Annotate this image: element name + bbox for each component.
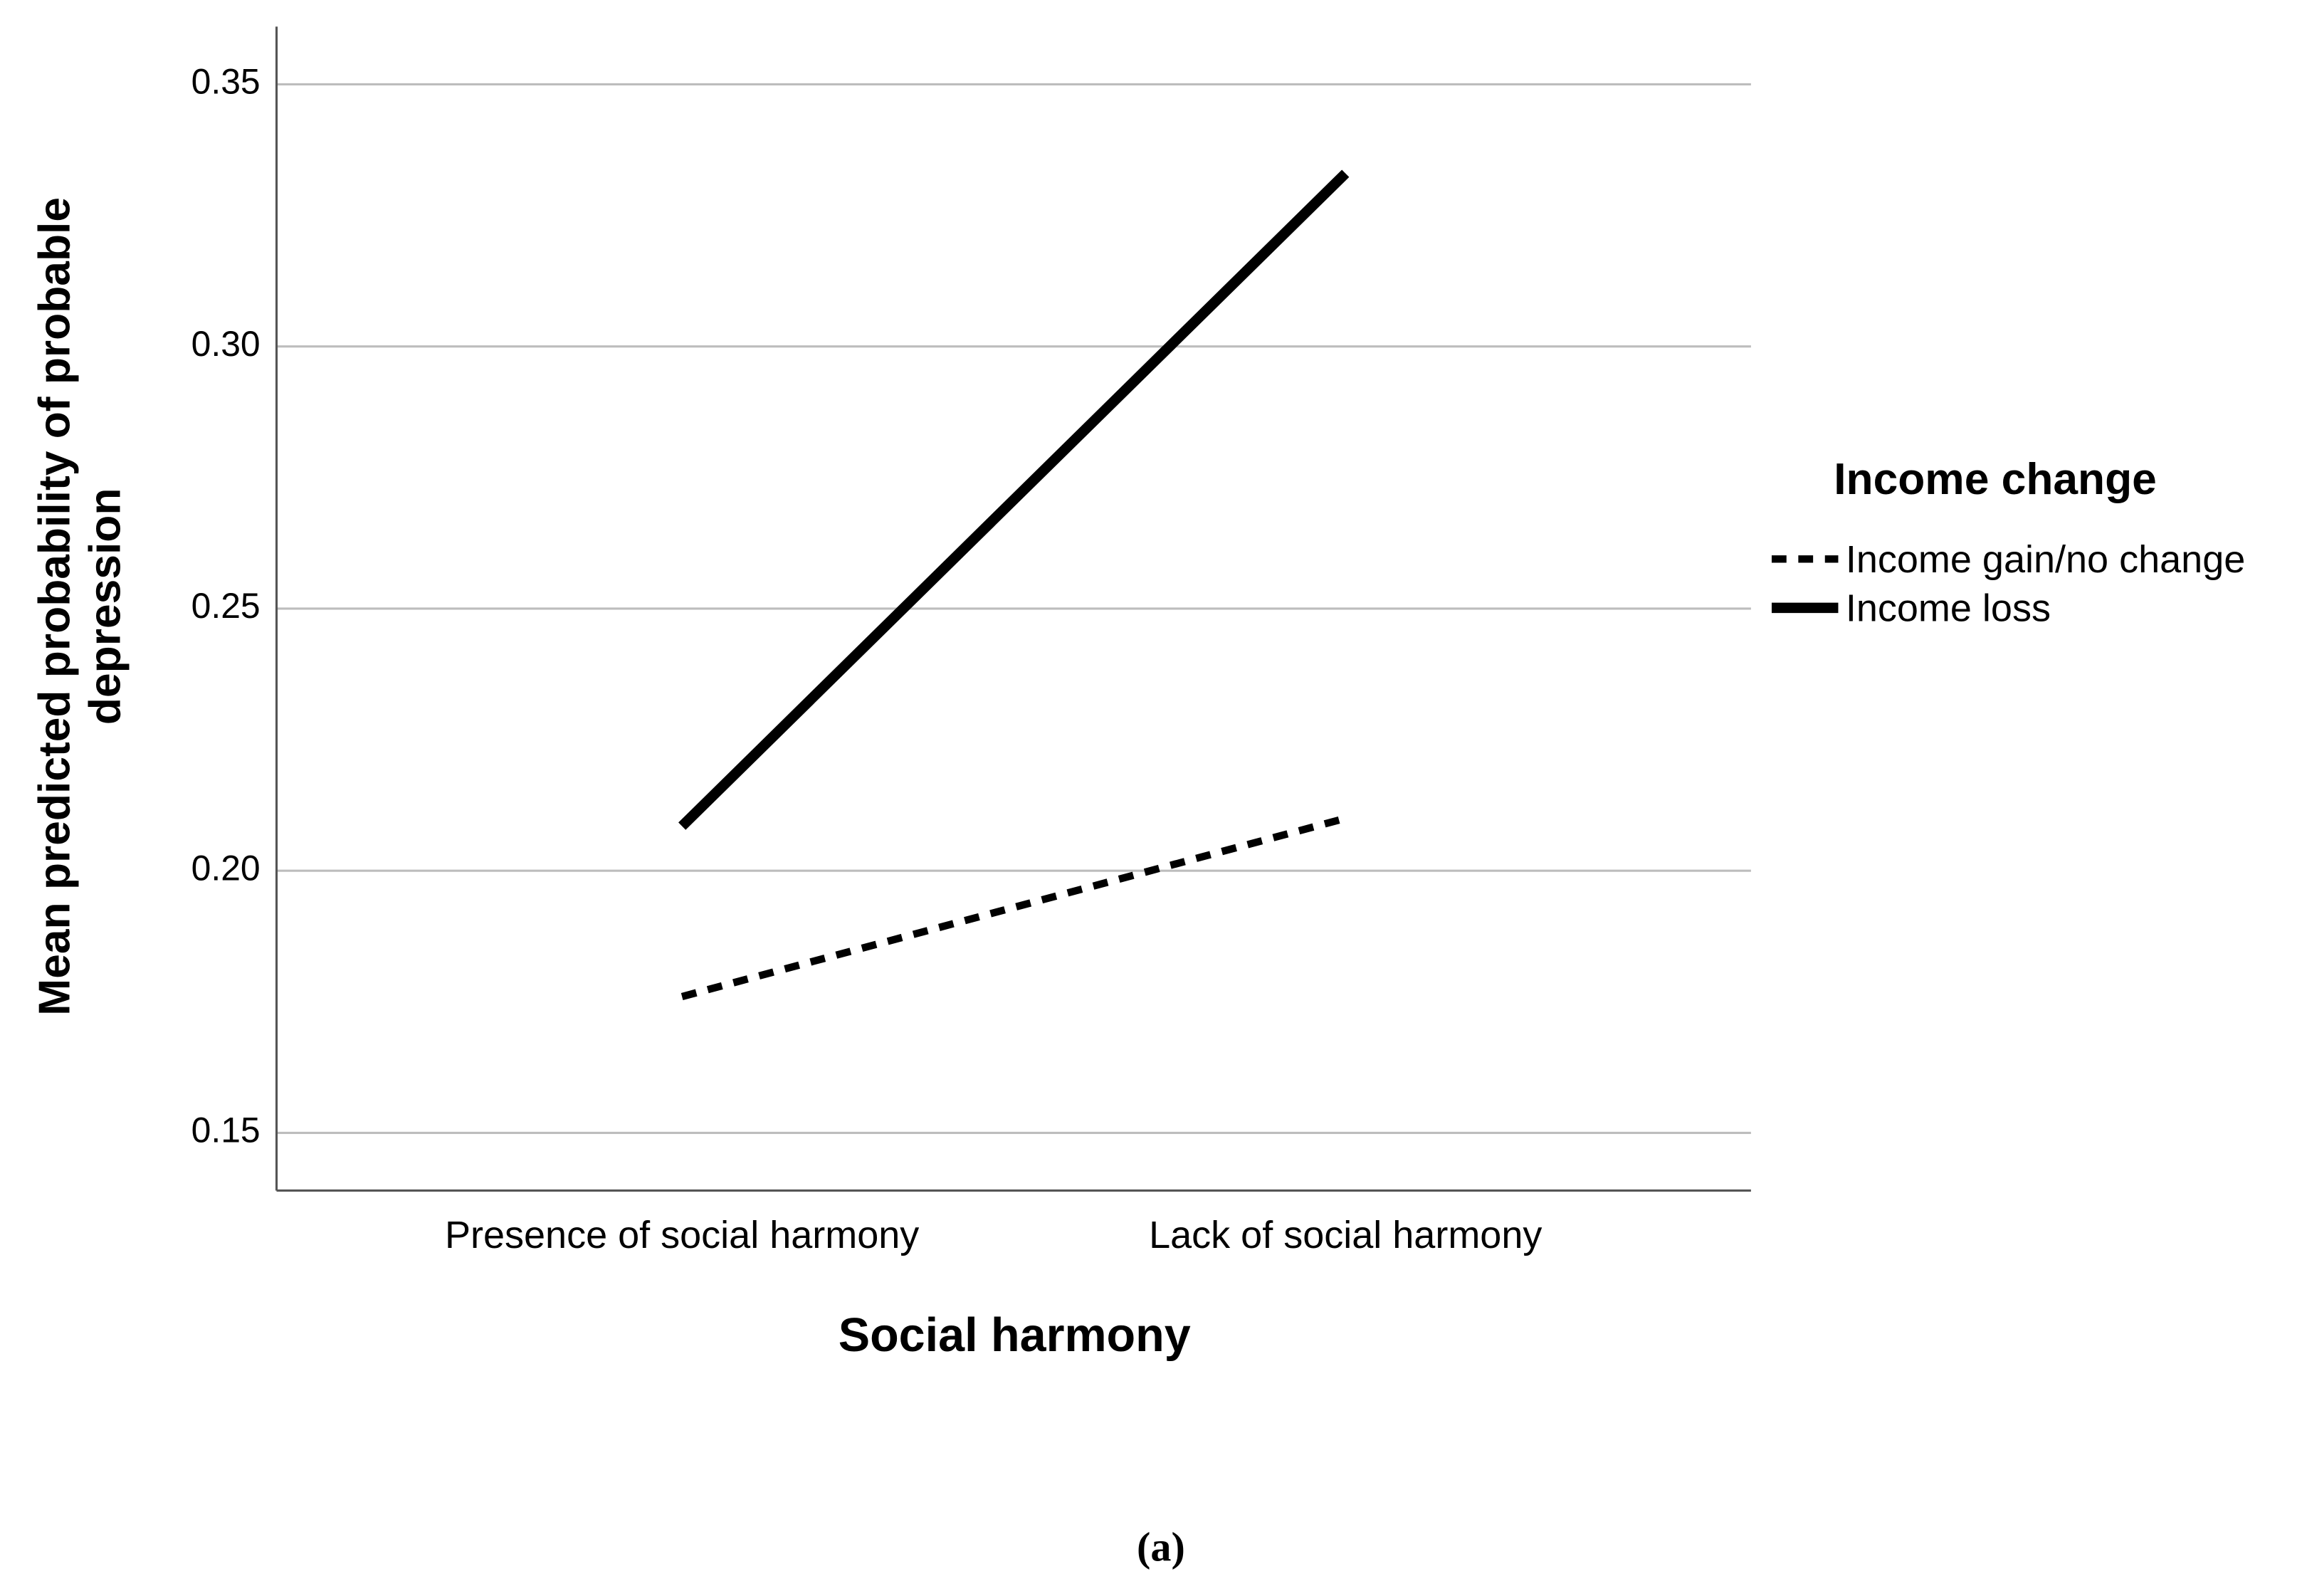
x-tick-label: Presence of social harmony: [445, 1214, 919, 1256]
data-line: [680, 814, 1347, 1000]
x-axis-label: Social harmony: [839, 1309, 1191, 1362]
y-tick-label: 0.35: [191, 62, 261, 102]
y-tick-label: 0.20: [191, 848, 261, 888]
data-line: [678, 169, 1350, 830]
caption: (a): [1137, 1524, 1185, 1570]
y-tick-label: 0.25: [191, 586, 261, 626]
x-tick-label: Lack of social harmony: [1149, 1214, 1542, 1256]
y-tick-label: 0.15: [191, 1111, 261, 1150]
y-tick-label: 0.30: [191, 324, 261, 364]
legend-title: Income change: [1834, 455, 2157, 504]
legend-label: Income gain/no change: [1846, 538, 2245, 581]
legend-label: Income loss: [1846, 587, 2051, 629]
